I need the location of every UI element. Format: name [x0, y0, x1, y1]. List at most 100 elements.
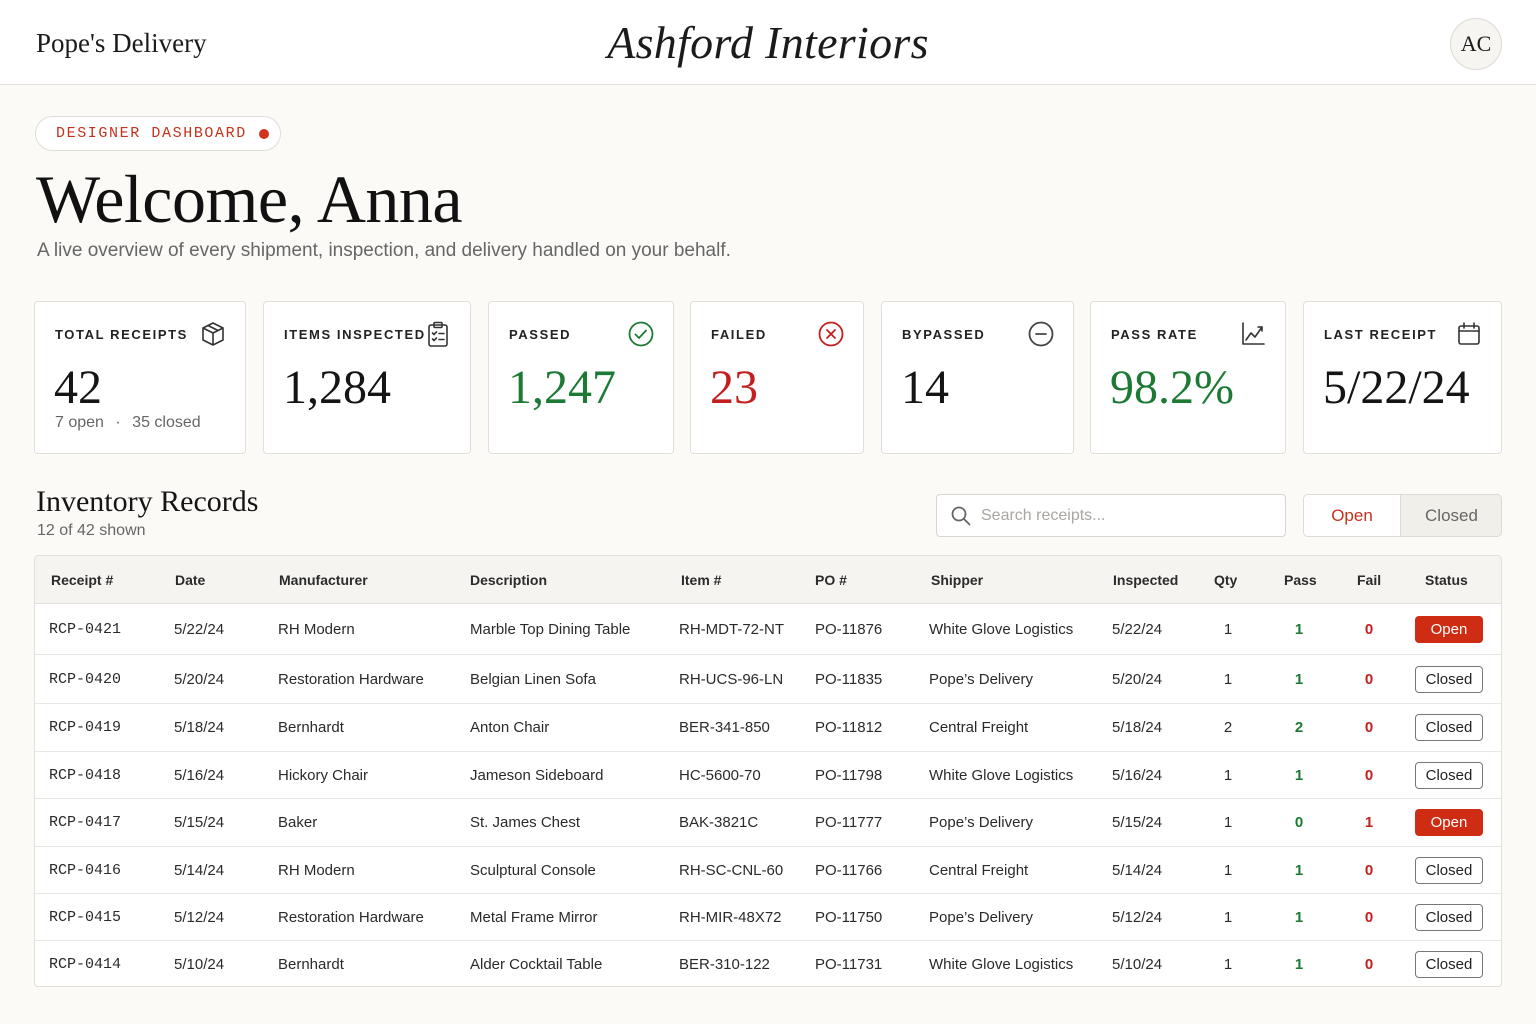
col-pass[interactable]: Pass: [1284, 572, 1317, 588]
clipboard-check-icon: [428, 321, 448, 347]
col-description[interactable]: Description: [470, 572, 548, 588]
table-row[interactable]: RCP-0415 5/12/24 Restoration Hardware Metal…: [35, 894, 1501, 941]
table-row[interactable]: RCP-0418 5/16/24 Hickory Chair Jameson Side…: [35, 752, 1501, 799]
col-qty[interactable]: Qty: [1214, 572, 1238, 588]
cell-manufacturer: Baker: [278, 814, 318, 831]
cell-qty: 1: [1223, 671, 1233, 688]
cell-receipt: RCP-0420: [49, 671, 122, 688]
stat-label: TOTAL RECEIPTS: [55, 327, 188, 342]
stat-card-failed: FAILED 23: [690, 301, 864, 454]
cell-pass: 1: [1294, 621, 1304, 638]
stat-card-total-receipts: TOTAL RECEIPTS 42 7 open · 35 closed: [34, 301, 246, 454]
stat-value: 5/22/24: [1323, 361, 1470, 414]
cell-item: RH-MIR-48X72: [679, 909, 782, 926]
cell-inspected: 5/20/24: [1112, 671, 1163, 688]
cell-shipper: White Glove Logistics: [929, 767, 1074, 784]
col-item[interactable]: Item #: [681, 572, 722, 588]
cell-receipt: RCP-0415: [49, 909, 122, 926]
cell-qty: 1: [1223, 814, 1233, 831]
cell-receipt: RCP-0414: [49, 956, 122, 973]
stat-card-bypassed: BYPASSED 14: [881, 301, 1074, 454]
stat-label: PASSED: [509, 327, 572, 342]
cell-item: HC-5600-70: [679, 767, 761, 784]
col-fail[interactable]: Fail: [1357, 572, 1382, 588]
cell-po: PO-11731: [815, 956, 883, 973]
cell-fail: 1: [1364, 814, 1374, 831]
stat-value: 23: [710, 361, 758, 414]
cell-date: 5/15/24: [174, 814, 225, 831]
status-badge[interactable]: Open: [1415, 616, 1483, 643]
table-row[interactable]: RCP-0421 5/22/24 RH Modern Marble Top Dinin…: [35, 604, 1501, 655]
cell-date: 5/16/24: [174, 767, 225, 784]
col-inspected[interactable]: Inspected: [1113, 572, 1179, 588]
cell-manufacturer: Restoration Hardware: [278, 671, 424, 688]
cell-item: BAK-3821C: [679, 814, 759, 831]
table-row[interactable]: RCP-0417 5/15/24 Baker St. James Chest BAK-3…: [35, 799, 1501, 847]
stat-card-last-receipt: LAST RECEIPT 5/22/24: [1303, 301, 1502, 454]
cell-description: Belgian Linen Sofa: [470, 671, 596, 688]
col-receipt[interactable]: Receipt #: [51, 572, 114, 588]
stat-label: FAILED: [711, 327, 767, 342]
cell-inspected: 5/22/24: [1112, 621, 1163, 638]
status-badge[interactable]: Open: [1415, 809, 1483, 836]
cell-po: PO-11750: [815, 909, 883, 926]
table-row[interactable]: RCP-0416 5/14/24 RH Modern Sculptural Conso…: [35, 847, 1501, 894]
delivery-brand[interactable]: Pope's Delivery: [36, 28, 207, 58]
cell-description: Marble Top Dining Table: [470, 621, 631, 638]
cell-pass: 1: [1294, 671, 1304, 688]
client-brand-title: Ashford Interiors: [607, 17, 929, 68]
cell-fail: 0: [1364, 956, 1374, 973]
inventory-table: Receipt # Date Manufacturer Description …: [34, 555, 1502, 987]
check-circle-icon: [628, 321, 654, 347]
cell-qty: 1: [1223, 862, 1233, 879]
page-subtitle: A live overview of every shipment, inspe…: [37, 240, 731, 261]
cell-qty: 2: [1223, 719, 1233, 736]
cell-date: 5/10/24: [174, 956, 225, 973]
cell-fail: 0: [1364, 621, 1374, 638]
cell-shipper: White Glove Logistics: [929, 621, 1074, 638]
section-title: Inventory Records: [36, 485, 259, 518]
cell-manufacturer: RH Modern: [278, 621, 355, 638]
status-badge[interactable]: Closed: [1415, 857, 1483, 884]
cell-manufacturer: Hickory Chair: [278, 767, 369, 784]
line-chart-icon: [1242, 322, 1265, 345]
cell-shipper: Pope’s Delivery: [929, 909, 1033, 926]
status-badge[interactable]: Closed: [1415, 951, 1483, 978]
cell-fail: 0: [1364, 909, 1374, 926]
cell-pass: 1: [1294, 956, 1304, 973]
dashboard-badge-label: DESIGNER DASHBOARD: [56, 125, 247, 142]
cell-date: 5/14/24: [174, 862, 225, 879]
cell-qty: 1: [1223, 909, 1233, 926]
search-input[interactable]: [981, 503, 1271, 529]
cell-pass: 2: [1294, 719, 1304, 736]
cell-qty: 1: [1223, 621, 1233, 638]
cell-date: 5/20/24: [174, 671, 225, 688]
col-po[interactable]: PO #: [815, 572, 847, 588]
cell-po: PO-11777: [815, 814, 883, 831]
cell-item: RH-UCS-96-LN: [679, 671, 784, 688]
filter-open-button[interactable]: Open: [1304, 495, 1401, 536]
table-row[interactable]: RCP-0414 5/10/24 Bernhardt Alder Cocktail T…: [35, 941, 1501, 986]
stat-card-pass-rate: PASS RATE 98.2%: [1090, 301, 1286, 454]
search-box[interactable]: [936, 494, 1286, 537]
avatar[interactable]: AC: [1450, 18, 1502, 70]
cell-date: 5/12/24: [174, 909, 225, 926]
status-badge[interactable]: Closed: [1415, 714, 1483, 741]
col-date[interactable]: Date: [175, 572, 206, 588]
status-badge[interactable]: Closed: [1415, 666, 1483, 693]
status-badge[interactable]: Closed: [1415, 904, 1483, 931]
cell-item: RH-SC-CNL-60: [679, 862, 784, 879]
box-icon: [202, 322, 224, 346]
cell-pass: 1: [1294, 909, 1304, 926]
col-shipper[interactable]: Shipper: [931, 572, 984, 588]
cell-item: BER-310-122: [679, 956, 770, 973]
status-badge[interactable]: Closed: [1415, 762, 1483, 789]
table-row[interactable]: RCP-0420 5/20/24 Restoration Hardware Belgi…: [35, 655, 1501, 704]
cell-inspected: 5/10/24: [1112, 956, 1163, 973]
filter-closed-button[interactable]: Closed: [1425, 505, 1478, 525]
col-status[interactable]: Status: [1425, 572, 1468, 588]
x-circle-icon: [818, 321, 844, 347]
cell-shipper: Pope’s Delivery: [929, 671, 1033, 688]
col-manufacturer[interactable]: Manufacturer: [279, 572, 368, 588]
table-row[interactable]: RCP-0419 5/18/24 Bernhardt Anton Chair BER-3…: [35, 704, 1501, 752]
